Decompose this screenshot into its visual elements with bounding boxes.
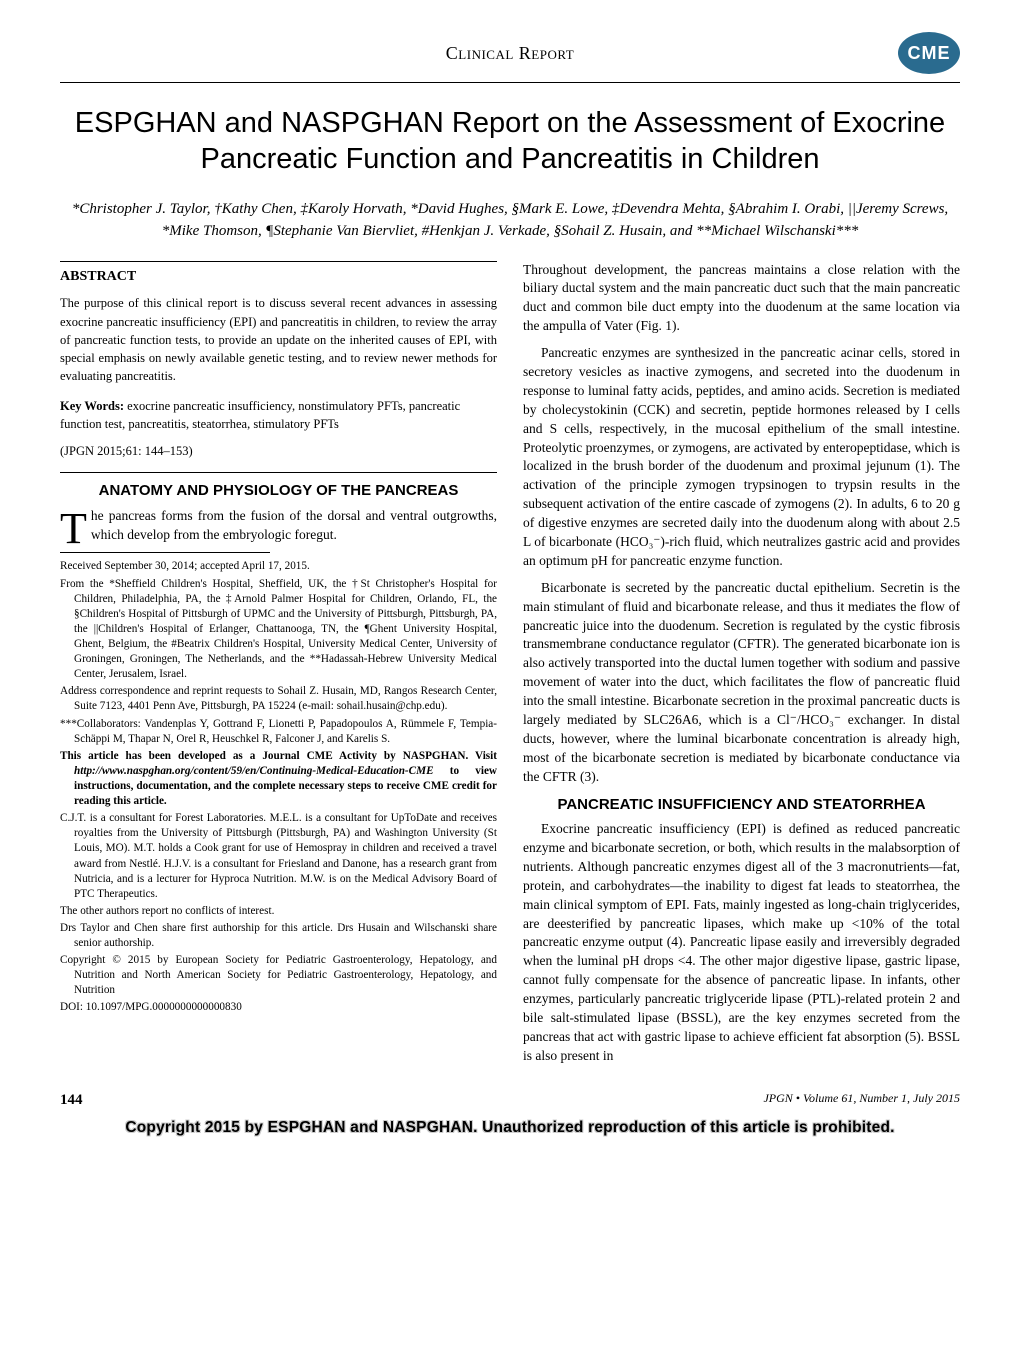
abstract-heading: ABSTRACT (60, 268, 497, 287)
author-list: *Christopher J. Taylor, †Kathy Chen, ‡Ka… (60, 198, 960, 243)
correspondence: Address correspondence and reprint reque… (60, 684, 497, 714)
right-column: Throughout development, the pancreas mai… (523, 261, 960, 1074)
disclosures: C.J.T. is a consultant for Forest Labora… (60, 811, 497, 902)
two-column-body: ABSTRACT The purpose of this clinical re… (60, 261, 960, 1074)
no-conflict: The other authors report no conflicts of… (60, 904, 497, 919)
collaborators: ***Collaborators: Vandenplas Y, Gottrand… (60, 717, 497, 747)
cme-url: http://www.naspghan.org/content/59/en/Co… (74, 765, 434, 777)
article-metadata: Received September 30, 2014; accepted Ap… (60, 559, 497, 1015)
section-label: Clinical Report (122, 41, 898, 65)
header-rule (60, 82, 960, 83)
paragraph: Bicarbonate is secreted by the pancreati… (523, 579, 960, 787)
keywords-label: Key Words: (60, 399, 124, 413)
dropcap: T (60, 507, 91, 549)
paragraph: Throughout development, the pancreas mai… (523, 261, 960, 337)
affiliations: From the *Sheffield Children's Hospital,… (60, 577, 497, 683)
journal-info: JPGN • Volume 61, Number 1, July 2015 (763, 1090, 960, 1110)
copyright-line: Copyright © 2015 by European Society for… (60, 953, 497, 998)
abstract-text: The purpose of this clinical report is t… (60, 294, 497, 385)
paragraph-text: he pancreas forms from the fusion of the… (91, 508, 497, 542)
page-footer: 144 JPGN • Volume 61, Number 1, July 201… (60, 1090, 960, 1110)
article-title: ESPGHAN and NASPGHAN Report on the Asses… (60, 105, 960, 178)
citation: (JPGN 2015;61: 144–153) (60, 443, 497, 460)
cme-note: This article has been developed as a Jou… (60, 749, 497, 809)
paragraph: T he pancreas forms from the fusion of t… (60, 507, 497, 545)
doi: DOI: 10.1097/MPG.0000000000000830 (60, 1000, 497, 1015)
copyright-banner: Copyright 2015 by ESPGHAN and NASPGHAN. … (60, 1118, 960, 1139)
section-heading-anatomy: ANATOMY AND PHYSIOLOGY OF THE PANCREAS (60, 481, 497, 501)
page-number: 144 (60, 1090, 83, 1110)
paragraph: Pancreatic enzymes are synthesized in th… (523, 344, 960, 571)
authorship-note: Drs Taylor and Chen share first authorsh… (60, 921, 497, 951)
paragraph: Exocrine pancreatic insufficiency (EPI) … (523, 820, 960, 1066)
section-heading-epi: PANCREATIC INSUFFICIENCY AND STEATORRHEA (523, 795, 960, 815)
cme-note-text-1: This article has been developed as a Jou… (60, 750, 497, 762)
left-column: ABSTRACT The purpose of this clinical re… (60, 261, 497, 1074)
page-header: Clinical Report CME (60, 32, 960, 74)
abstract-bottom-rule (60, 472, 497, 473)
received-date: Received September 30, 2014; accepted Ap… (60, 559, 497, 574)
abstract-top-rule (60, 261, 497, 262)
metadata-rule (60, 552, 270, 553)
cme-badge: CME (898, 32, 960, 74)
keywords: Key Words: exocrine pancreatic insuffici… (60, 397, 497, 433)
